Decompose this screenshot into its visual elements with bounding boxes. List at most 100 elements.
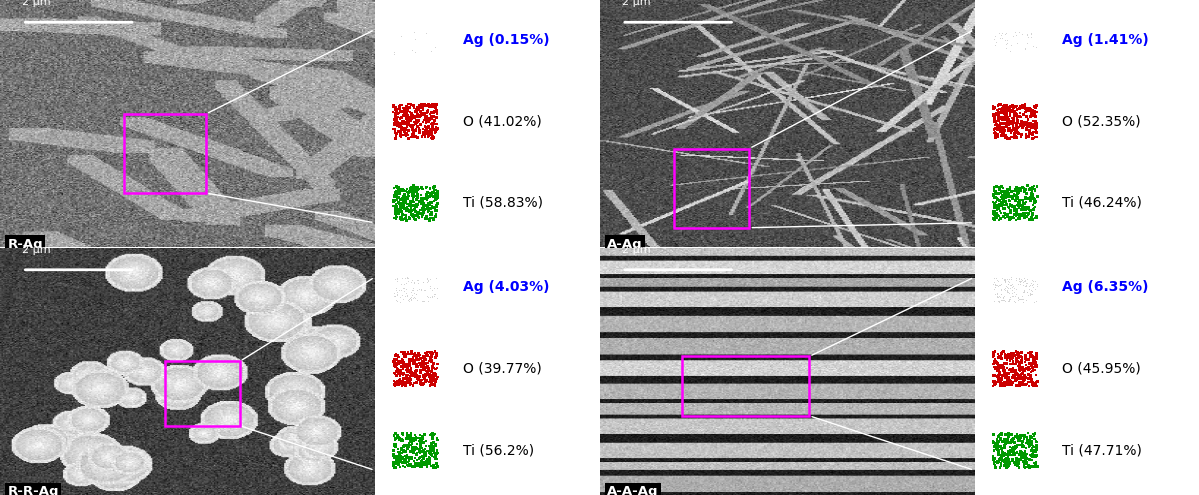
Point bbox=[1002, 289, 1022, 297]
Point bbox=[999, 296, 1018, 303]
Point bbox=[1000, 124, 1019, 132]
Point bbox=[984, 455, 1004, 463]
Point bbox=[412, 361, 432, 369]
Point bbox=[998, 380, 1017, 388]
Point bbox=[1010, 434, 1029, 442]
Point bbox=[415, 358, 434, 366]
Point bbox=[1020, 184, 1040, 192]
Point bbox=[1020, 129, 1040, 137]
Point bbox=[414, 454, 433, 462]
Point bbox=[988, 458, 1007, 466]
Point bbox=[990, 376, 1010, 384]
Point bbox=[421, 382, 440, 390]
Point bbox=[999, 113, 1018, 121]
Point bbox=[1018, 205, 1037, 213]
Point bbox=[989, 431, 1008, 439]
Point bbox=[387, 204, 406, 212]
Point bbox=[418, 359, 438, 367]
Point bbox=[1007, 206, 1026, 214]
Point bbox=[388, 381, 408, 389]
Point bbox=[405, 132, 424, 140]
Point bbox=[986, 461, 1005, 469]
Point bbox=[1002, 126, 1022, 134]
Point bbox=[1002, 373, 1022, 381]
Point bbox=[387, 191, 406, 198]
Point bbox=[408, 448, 427, 456]
Point bbox=[1014, 277, 1034, 285]
Point bbox=[1024, 356, 1043, 364]
Point bbox=[1023, 450, 1042, 458]
Point bbox=[412, 358, 432, 366]
Point bbox=[1001, 214, 1020, 222]
Point bbox=[398, 111, 417, 119]
Point bbox=[410, 373, 429, 381]
Point bbox=[422, 368, 441, 376]
Point bbox=[416, 350, 435, 358]
Point bbox=[386, 188, 405, 196]
Point bbox=[1014, 205, 1034, 213]
Point bbox=[403, 276, 422, 284]
Point bbox=[1022, 107, 1041, 115]
Point bbox=[408, 297, 427, 304]
Point bbox=[993, 379, 1012, 387]
Text: R-Ag: R-Ag bbox=[7, 238, 43, 250]
Point bbox=[414, 454, 433, 462]
Point bbox=[417, 275, 436, 283]
Point bbox=[414, 125, 433, 133]
Point bbox=[422, 101, 441, 109]
Point bbox=[1024, 382, 1043, 390]
Point bbox=[1017, 355, 1036, 363]
Point bbox=[426, 207, 445, 215]
Point bbox=[387, 202, 406, 210]
Point bbox=[391, 370, 410, 378]
Point bbox=[1007, 212, 1026, 220]
Point bbox=[1020, 463, 1040, 471]
Point bbox=[998, 372, 1017, 380]
Point bbox=[1002, 275, 1022, 283]
Point bbox=[402, 278, 421, 286]
Point bbox=[391, 131, 410, 139]
Point bbox=[416, 119, 435, 127]
Point bbox=[996, 438, 1016, 446]
Point bbox=[988, 443, 1007, 451]
Point bbox=[1022, 124, 1041, 132]
Point bbox=[427, 351, 446, 359]
Point bbox=[427, 120, 446, 128]
Point bbox=[424, 216, 444, 224]
Point bbox=[995, 101, 1014, 109]
Point bbox=[411, 362, 430, 370]
Point bbox=[1023, 367, 1042, 375]
Point bbox=[1023, 462, 1042, 470]
Point bbox=[999, 192, 1018, 199]
Point bbox=[1004, 446, 1023, 453]
Point bbox=[394, 194, 414, 202]
Point bbox=[1011, 456, 1030, 464]
Point bbox=[415, 132, 434, 140]
Point bbox=[1010, 354, 1029, 362]
Point bbox=[400, 206, 420, 214]
Point bbox=[411, 443, 430, 451]
Point bbox=[396, 118, 415, 126]
Point bbox=[421, 445, 440, 453]
Point bbox=[988, 212, 1007, 220]
Point bbox=[417, 448, 436, 456]
Point bbox=[1022, 129, 1041, 137]
Point bbox=[390, 209, 409, 217]
Point bbox=[1023, 446, 1042, 454]
Point bbox=[406, 107, 426, 115]
Point bbox=[999, 462, 1018, 470]
Point bbox=[1023, 288, 1042, 296]
Point bbox=[1020, 215, 1040, 223]
Point bbox=[1014, 274, 1034, 282]
Point bbox=[411, 366, 430, 374]
Point bbox=[385, 431, 404, 439]
Point bbox=[410, 461, 429, 469]
Point bbox=[387, 285, 406, 293]
Point bbox=[385, 360, 404, 368]
Point bbox=[1008, 294, 1028, 301]
Point bbox=[396, 126, 415, 134]
Point bbox=[986, 377, 1005, 385]
Point bbox=[424, 284, 444, 292]
Point bbox=[1002, 187, 1022, 195]
Point bbox=[417, 364, 436, 372]
